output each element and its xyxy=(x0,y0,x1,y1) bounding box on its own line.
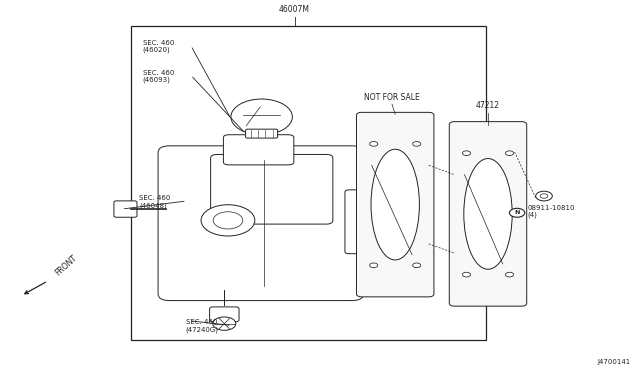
Text: SEC. 460
(46020): SEC. 460 (46020) xyxy=(143,40,174,53)
Circle shape xyxy=(509,208,525,217)
Text: FRONT: FRONT xyxy=(53,253,79,277)
Circle shape xyxy=(370,142,378,146)
Text: 47212: 47212 xyxy=(476,101,500,110)
Circle shape xyxy=(413,142,420,146)
Circle shape xyxy=(212,317,236,330)
Circle shape xyxy=(201,205,255,236)
Circle shape xyxy=(413,263,420,268)
FancyBboxPatch shape xyxy=(223,135,294,165)
Text: SEC. 460
(46048): SEC. 460 (46048) xyxy=(139,195,170,209)
Circle shape xyxy=(463,272,470,277)
Circle shape xyxy=(367,202,375,206)
Circle shape xyxy=(231,99,292,135)
FancyBboxPatch shape xyxy=(210,307,239,322)
Text: 46007M: 46007M xyxy=(279,5,310,14)
Circle shape xyxy=(367,219,375,224)
FancyBboxPatch shape xyxy=(345,190,375,254)
Text: J4700141: J4700141 xyxy=(597,359,630,365)
Circle shape xyxy=(506,272,513,277)
FancyBboxPatch shape xyxy=(211,154,333,224)
FancyBboxPatch shape xyxy=(158,146,364,301)
Text: SEC. 460
(47240G): SEC. 460 (47240G) xyxy=(186,320,219,333)
Ellipse shape xyxy=(464,158,512,269)
FancyBboxPatch shape xyxy=(246,129,278,138)
Circle shape xyxy=(536,191,552,201)
Circle shape xyxy=(370,263,378,268)
FancyBboxPatch shape xyxy=(114,201,137,217)
Circle shape xyxy=(506,151,513,155)
Bar xyxy=(131,26,486,340)
Text: N: N xyxy=(515,210,520,215)
Circle shape xyxy=(367,237,375,242)
Text: 08911-10810
(4): 08911-10810 (4) xyxy=(527,205,575,218)
FancyBboxPatch shape xyxy=(356,112,434,297)
Circle shape xyxy=(463,151,470,155)
FancyBboxPatch shape xyxy=(449,122,527,306)
Circle shape xyxy=(213,212,243,229)
Ellipse shape xyxy=(371,149,419,260)
Text: SEC. 460
(46093): SEC. 460 (46093) xyxy=(143,70,174,83)
Text: NOT FOR SALE: NOT FOR SALE xyxy=(364,93,420,102)
Circle shape xyxy=(540,194,548,198)
